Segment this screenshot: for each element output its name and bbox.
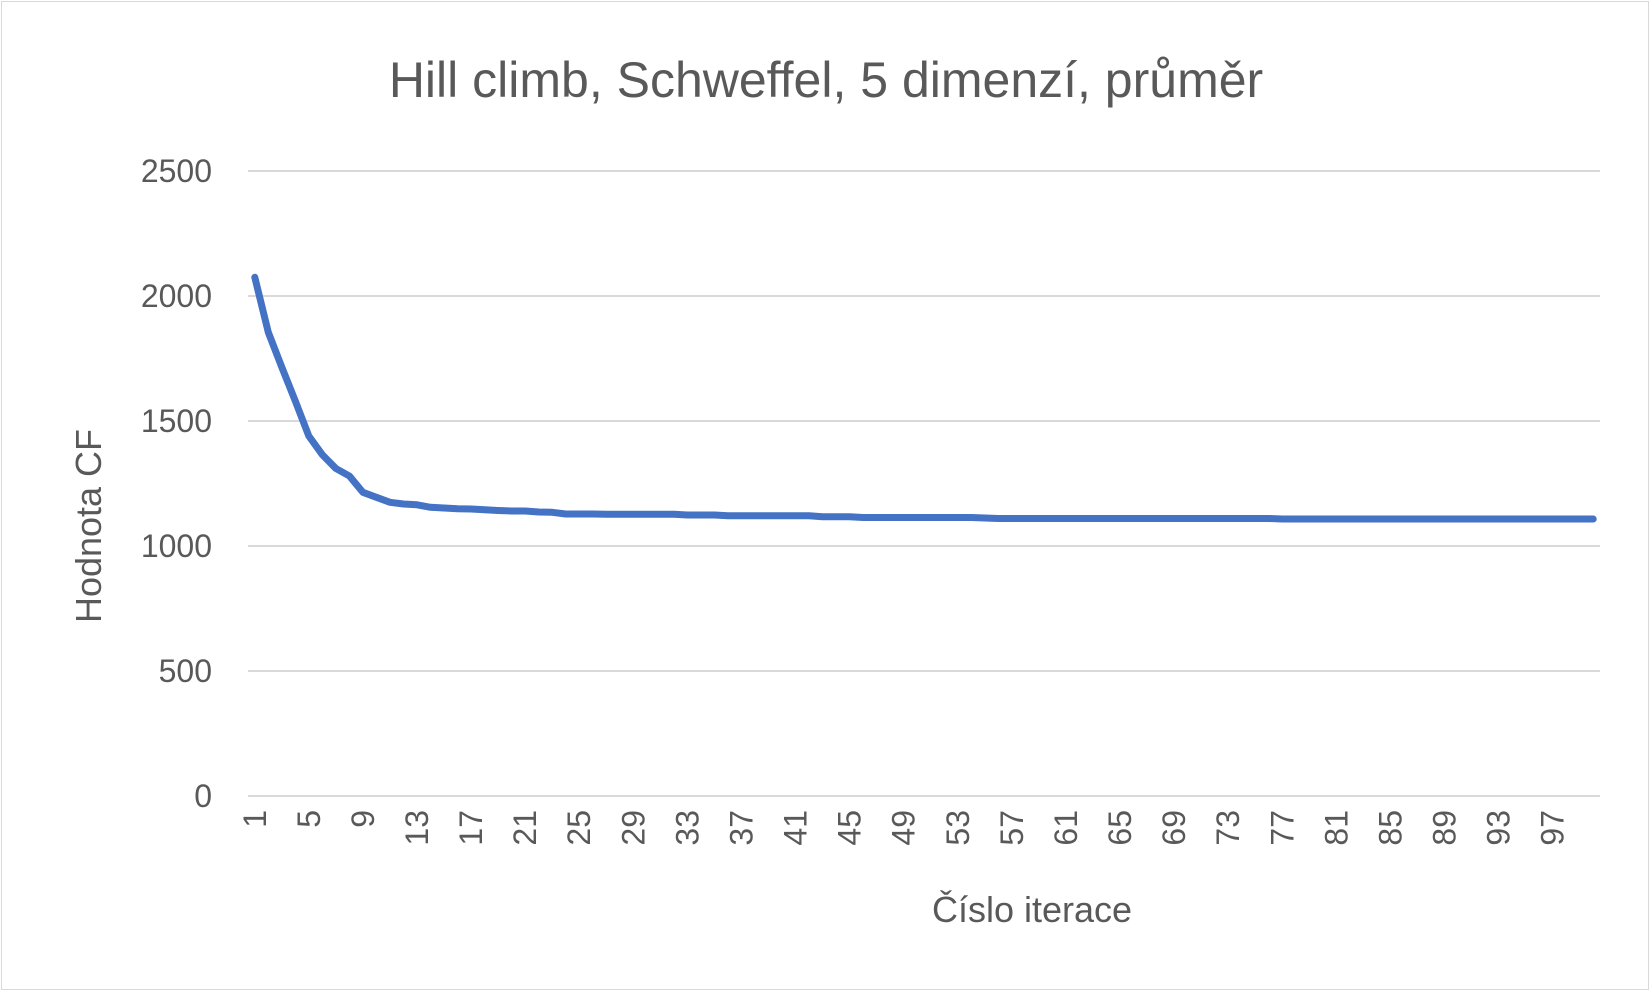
x-tick-label: 33 bbox=[669, 810, 705, 846]
x-tick-label: 13 bbox=[399, 810, 435, 846]
x-tick-label: 53 bbox=[940, 810, 976, 846]
y-tick-label: 500 bbox=[159, 653, 212, 689]
x-tick-label: 81 bbox=[1318, 810, 1354, 846]
y-tick-label: 2000 bbox=[141, 278, 212, 314]
x-tick-label: 73 bbox=[1210, 810, 1246, 846]
x-tick-label: 29 bbox=[615, 810, 651, 846]
x-tick-labels: 1 5 9 13 17 21 25 29 33 37 41 45 49 53 57 61 65 69 73 77 81 8… bbox=[237, 810, 1571, 846]
gridlines bbox=[248, 170, 1600, 797]
x-tick-label: 97 bbox=[1535, 810, 1571, 846]
x-tick-label: 5 bbox=[291, 810, 327, 828]
x-tick-label: 9 bbox=[345, 810, 381, 828]
x-tick-label: 17 bbox=[453, 810, 489, 846]
series-group bbox=[251, 273, 1597, 523]
x-tick-label: 25 bbox=[561, 810, 597, 846]
x-tick-label: 93 bbox=[1481, 810, 1517, 846]
x-tick-label: 65 bbox=[1102, 810, 1138, 846]
x-tick-label: 85 bbox=[1372, 810, 1408, 846]
x-tick-label: 45 bbox=[832, 810, 868, 846]
x-tick-label: 37 bbox=[723, 810, 759, 846]
y-tick-labels: 0 500 1000 1500 2000 2500 bbox=[141, 153, 212, 814]
x-tick-label: 61 bbox=[1048, 810, 1084, 846]
y-tick-label: 0 bbox=[194, 778, 212, 814]
x-tick-label: 77 bbox=[1264, 810, 1300, 846]
series-line-0 bbox=[251, 273, 1597, 523]
x-axis-label: Číslo iterace bbox=[932, 889, 1132, 930]
x-tick-label: 1 bbox=[237, 810, 273, 828]
x-tick-label: 89 bbox=[1427, 810, 1463, 846]
x-tick-label: 57 bbox=[994, 810, 1030, 846]
y-tick-label: 1500 bbox=[141, 403, 212, 439]
x-tick-label: 49 bbox=[886, 810, 922, 846]
y-tick-label: 2500 bbox=[141, 153, 212, 189]
chart-title: Hill climb, Schweffel, 5 dimenzí, průměr bbox=[389, 52, 1263, 108]
y-tick-label: 1000 bbox=[141, 528, 212, 564]
x-tick-label: 69 bbox=[1156, 810, 1192, 846]
x-tick-label: 41 bbox=[778, 810, 814, 846]
y-axis-label: Hodnota CF bbox=[68, 429, 109, 623]
x-tick-label: 21 bbox=[507, 810, 543, 846]
